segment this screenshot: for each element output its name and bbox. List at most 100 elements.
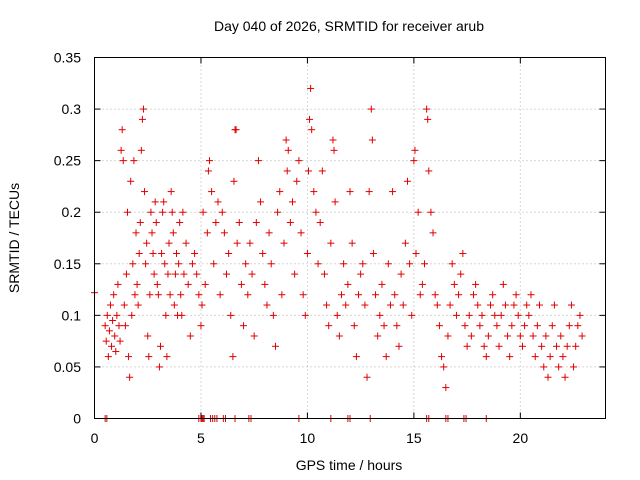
data-point bbox=[369, 249, 377, 257]
data-point bbox=[225, 249, 233, 257]
data-point bbox=[166, 291, 174, 299]
data-point bbox=[386, 301, 394, 309]
data-point bbox=[444, 332, 452, 340]
data-point bbox=[169, 229, 177, 237]
data-point bbox=[523, 301, 531, 309]
data-point bbox=[565, 322, 573, 330]
data-point bbox=[276, 188, 284, 196]
data-point bbox=[312, 208, 320, 216]
data-point bbox=[106, 301, 114, 309]
data-point bbox=[135, 249, 143, 257]
data-point bbox=[567, 301, 575, 309]
data-point bbox=[212, 219, 220, 227]
data-point bbox=[344, 280, 352, 288]
data-point bbox=[114, 280, 122, 288]
data-point bbox=[467, 332, 475, 340]
data-point bbox=[548, 322, 556, 330]
data-point bbox=[459, 249, 467, 257]
data-point bbox=[376, 311, 384, 319]
data-point bbox=[121, 322, 129, 330]
x-tick-label: 20 bbox=[513, 430, 529, 446]
data-point bbox=[182, 239, 190, 247]
data-point bbox=[314, 260, 322, 268]
grid-lines bbox=[94, 57, 606, 419]
data-point bbox=[330, 146, 338, 154]
data-point bbox=[257, 198, 265, 206]
data-point bbox=[555, 363, 563, 371]
data-point bbox=[210, 260, 218, 268]
y-tick-label: 0.35 bbox=[54, 50, 81, 66]
data-point bbox=[199, 208, 207, 216]
y-tick-label: 0.2 bbox=[62, 204, 82, 220]
data-point bbox=[252, 219, 260, 227]
data-point bbox=[416, 291, 424, 299]
data-point bbox=[406, 260, 414, 268]
chart-title: Day 040 of 2026, SRMTID for receiver aru… bbox=[214, 18, 484, 34]
data-point bbox=[340, 260, 348, 268]
data-point bbox=[325, 322, 333, 330]
data-point bbox=[218, 208, 226, 216]
data-point bbox=[476, 322, 484, 330]
data-point bbox=[382, 353, 390, 361]
data-point bbox=[176, 219, 184, 227]
data-point bbox=[342, 301, 350, 309]
data-point bbox=[155, 363, 163, 371]
data-point bbox=[508, 322, 516, 330]
data-point bbox=[414, 208, 422, 216]
data-point bbox=[329, 136, 337, 144]
data-point bbox=[306, 115, 314, 123]
data-point bbox=[516, 332, 524, 340]
data-point bbox=[110, 291, 118, 299]
data-point bbox=[355, 291, 363, 299]
data-point bbox=[480, 342, 488, 350]
data-point bbox=[499, 280, 507, 288]
data-point bbox=[214, 198, 222, 206]
data-point bbox=[153, 280, 161, 288]
data-point bbox=[352, 353, 360, 361]
data-point bbox=[491, 311, 499, 319]
x-tick-label: 10 bbox=[300, 430, 316, 446]
data-point bbox=[148, 229, 156, 237]
data-point bbox=[139, 105, 147, 113]
data-point bbox=[578, 332, 586, 340]
data-point bbox=[393, 322, 401, 330]
data-point bbox=[495, 342, 503, 350]
data-point bbox=[152, 219, 160, 227]
data-point bbox=[421, 260, 429, 268]
data-point bbox=[244, 291, 252, 299]
data-point bbox=[161, 260, 169, 268]
data-point bbox=[111, 332, 119, 340]
data-point bbox=[463, 342, 471, 350]
data-point bbox=[151, 198, 159, 206]
data-point bbox=[542, 332, 550, 340]
data-point bbox=[248, 270, 256, 278]
data-point bbox=[265, 229, 273, 237]
data-point bbox=[576, 311, 584, 319]
data-point bbox=[303, 249, 311, 257]
data-point bbox=[132, 229, 140, 237]
data-point bbox=[178, 311, 186, 319]
data-point bbox=[125, 353, 133, 361]
data-point bbox=[457, 270, 465, 278]
data-point bbox=[180, 270, 188, 278]
data-point bbox=[448, 260, 456, 268]
data-point bbox=[446, 301, 454, 309]
data-point bbox=[179, 208, 187, 216]
data-point bbox=[561, 373, 569, 381]
data-point bbox=[510, 301, 518, 309]
data-point bbox=[308, 126, 316, 134]
y-axis-label: SRMTID / TECUs bbox=[6, 183, 22, 293]
data-point bbox=[143, 239, 151, 247]
data-point bbox=[574, 322, 582, 330]
data-point bbox=[267, 260, 275, 268]
data-point bbox=[163, 353, 171, 361]
data-point bbox=[220, 229, 228, 237]
data-point bbox=[144, 332, 152, 340]
x-tick-label: 15 bbox=[406, 430, 422, 446]
data-point bbox=[133, 280, 141, 288]
data-point bbox=[440, 363, 448, 371]
data-point bbox=[115, 322, 123, 330]
data-point bbox=[233, 239, 241, 247]
x-axis-label: GPS time / hours bbox=[296, 457, 403, 473]
data-point bbox=[134, 301, 142, 309]
